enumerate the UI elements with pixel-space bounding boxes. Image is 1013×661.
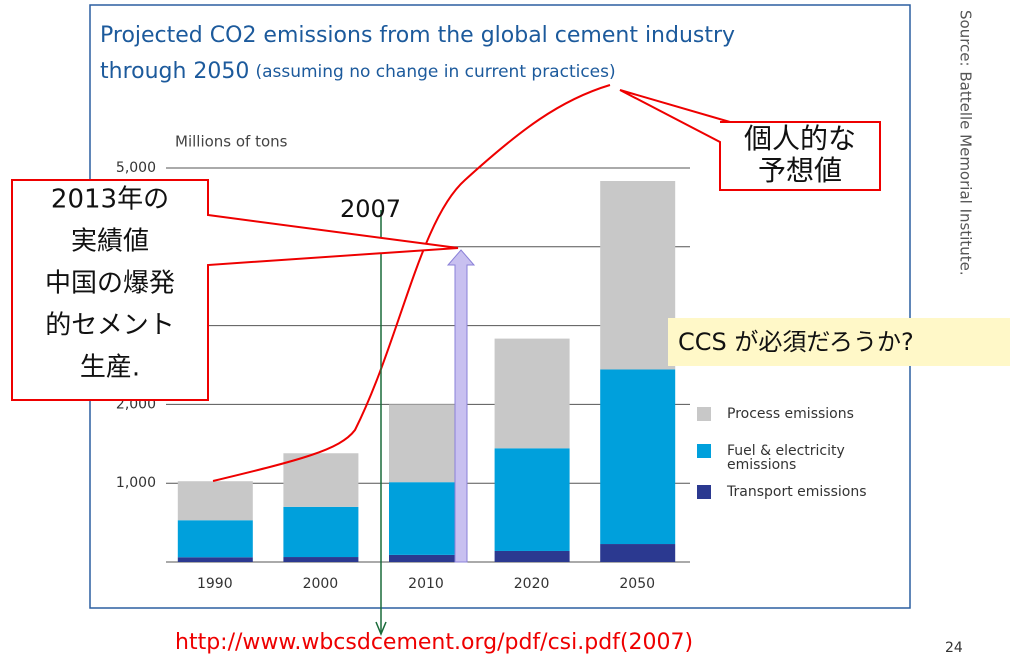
legend-label: Fuel & electricity emissions	[727, 443, 845, 473]
bar-segment	[494, 448, 570, 551]
up-arrow	[446, 249, 476, 563]
callout-actual-line: 2013年の	[51, 185, 169, 215]
x-tick-label: 2000	[303, 576, 339, 592]
legend-swatch	[697, 444, 711, 458]
callout-forecast	[619, 89, 881, 191]
legend-swatch	[697, 485, 711, 499]
y-axis-label: Millions of tons	[175, 133, 288, 151]
page-number: 24	[945, 640, 963, 656]
year-arrow	[375, 621, 387, 636]
callout-actual	[11, 179, 459, 401]
y-tick-label: 1,000	[116, 475, 156, 491]
legend-swatch	[697, 407, 711, 421]
legend-line: emissions	[727, 457, 796, 473]
chart-subtitle: through 2050 (assuming no change in curre…	[100, 59, 616, 84]
bar-segment	[494, 550, 570, 562]
callout-actual-line: 実績値	[71, 227, 149, 257]
bar-segment	[600, 544, 676, 562]
bar-segment	[389, 482, 464, 555]
question-box	[668, 318, 1010, 366]
bar-segment	[600, 181, 676, 370]
x-tick-label: 1990	[197, 576, 233, 592]
question: CCS が必須だろうか?	[678, 328, 914, 356]
source: Source: Battelle Memorial Institute.	[957, 10, 975, 276]
bar-segment	[283, 453, 359, 507]
x-tick-label: 2050	[619, 576, 655, 592]
subtitle: through 2050	[100, 59, 249, 84]
callout-forecast-line: 個人的な	[744, 122, 856, 155]
legend-line: Fuel & electricity	[727, 443, 845, 459]
callout-forecast-line: 予想値	[758, 154, 842, 187]
callout-actual-line: 的セメント	[45, 311, 174, 341]
bar-segment	[177, 520, 253, 558]
y-tick-label: 5,000	[116, 160, 156, 176]
subtitle-note: (assuming no change in current practices…	[255, 62, 615, 82]
bar-segment	[494, 338, 570, 449]
bar-segment	[600, 369, 676, 545]
callout-actual-line: 中国の爆発	[45, 269, 175, 299]
x-tick-label: 2020	[514, 576, 550, 592]
source-url: http://www.wbcsdcement.org/pdf/csi.pdf(2…	[175, 630, 693, 655]
bar-segment	[283, 557, 359, 562]
legend-label: Transport emissions	[726, 484, 867, 500]
bar-segment	[389, 554, 464, 562]
x-tick-label: 2010	[408, 576, 444, 592]
bar-segment	[177, 481, 253, 521]
bar-segment	[389, 404, 464, 483]
callout-actual-line: 生産.	[80, 353, 140, 383]
trend-curve	[212, 84, 611, 482]
chart-title: Projected CO2 emissions from the global …	[100, 23, 735, 48]
legend-label: Process emissions	[727, 406, 854, 422]
year-marker: 2007	[340, 195, 401, 223]
bar-segment	[283, 506, 359, 558]
bar-segment	[177, 557, 253, 562]
